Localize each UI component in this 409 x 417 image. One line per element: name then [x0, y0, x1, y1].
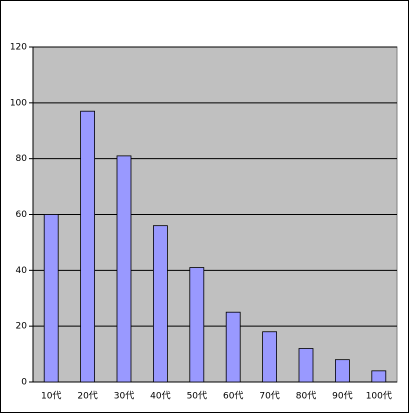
x-tick-label: 50代 [187, 391, 207, 402]
x-tick-label: 30代 [114, 391, 134, 402]
bar [189, 267, 205, 383]
y-tick-label: 40 [16, 266, 28, 276]
bar [298, 348, 314, 383]
bar [152, 225, 168, 383]
x-tick-label: 100代 [366, 391, 392, 402]
y-tick-label: 0 [21, 378, 27, 388]
y-tick-label: 20 [16, 322, 28, 332]
x-tick-label: 60代 [223, 391, 243, 402]
y-tick-label: 100 [10, 98, 27, 108]
x-tick-label: 80代 [296, 391, 316, 402]
x-tick-label: 10代 [41, 391, 61, 402]
bar [371, 370, 387, 383]
bar [262, 331, 278, 383]
x-tick-label: 40代 [150, 391, 170, 402]
bar [116, 155, 132, 383]
bar [225, 311, 241, 383]
bar [334, 359, 350, 383]
x-tick-label: 90代 [332, 391, 352, 402]
y-tick-label: 60 [16, 210, 28, 220]
x-tick-label: 70代 [259, 391, 279, 402]
y-tick-label: 80 [16, 154, 28, 164]
bar [80, 110, 95, 383]
x-tick-label: 20代 [77, 391, 97, 402]
y-tick-label: 120 [10, 43, 27, 53]
bar [43, 214, 59, 383]
